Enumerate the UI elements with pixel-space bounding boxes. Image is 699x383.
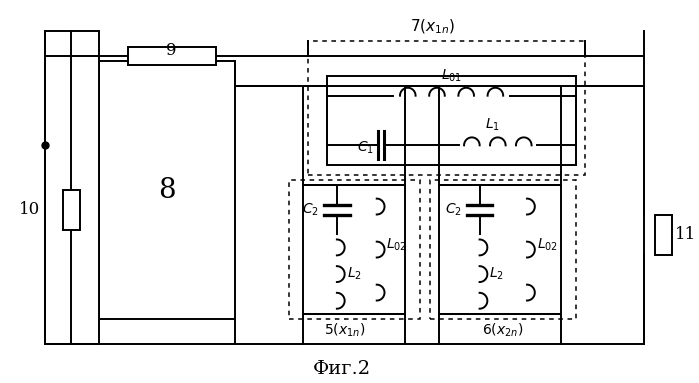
Bar [303, 185, 405, 314]
Text: $L_1$: $L_1$ [486, 117, 500, 133]
Text: 8: 8 [158, 177, 175, 203]
Bar [99, 61, 235, 319]
Text: Фиг.2: Фиг.2 [313, 360, 371, 378]
Text: $7(x_{1n})$: $7(x_{1n})$ [410, 18, 456, 36]
Text: $5(x_{1n})$: $5(x_{1n})$ [324, 322, 365, 339]
Bar [430, 180, 576, 319]
Text: 10: 10 [19, 201, 41, 218]
Bar [63, 190, 80, 230]
Text: $C_2$: $C_2$ [303, 201, 319, 218]
Bar [327, 76, 576, 165]
Text: 11: 11 [675, 226, 696, 243]
Bar [289, 180, 420, 319]
Bar [45, 31, 99, 344]
Text: $L_2$: $L_2$ [347, 266, 361, 282]
Text: $L_{02}$: $L_{02}$ [537, 236, 558, 253]
Text: $L_{01}$: $L_{01}$ [441, 67, 462, 84]
Text: $C_2$: $C_2$ [445, 201, 462, 218]
Bar [308, 41, 586, 175]
Text: $C_1$: $C_1$ [357, 139, 374, 155]
Bar [440, 185, 561, 314]
Bar [654, 215, 672, 255]
Text: $L_2$: $L_2$ [489, 266, 504, 282]
Text: $L_{02}$: $L_{02}$ [387, 236, 408, 253]
Bar [128, 47, 215, 65]
Text: $6(x_{2n})$: $6(x_{2n})$ [482, 322, 524, 339]
Text: 9: 9 [166, 42, 177, 59]
